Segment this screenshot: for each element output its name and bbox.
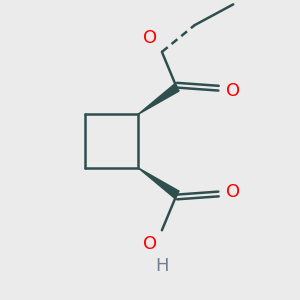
- Text: O: O: [226, 82, 240, 100]
- Polygon shape: [138, 168, 179, 198]
- Text: O: O: [143, 29, 158, 47]
- Polygon shape: [138, 84, 179, 114]
- Text: O: O: [143, 235, 158, 253]
- Text: H: H: [155, 257, 169, 275]
- Text: O: O: [226, 183, 240, 201]
